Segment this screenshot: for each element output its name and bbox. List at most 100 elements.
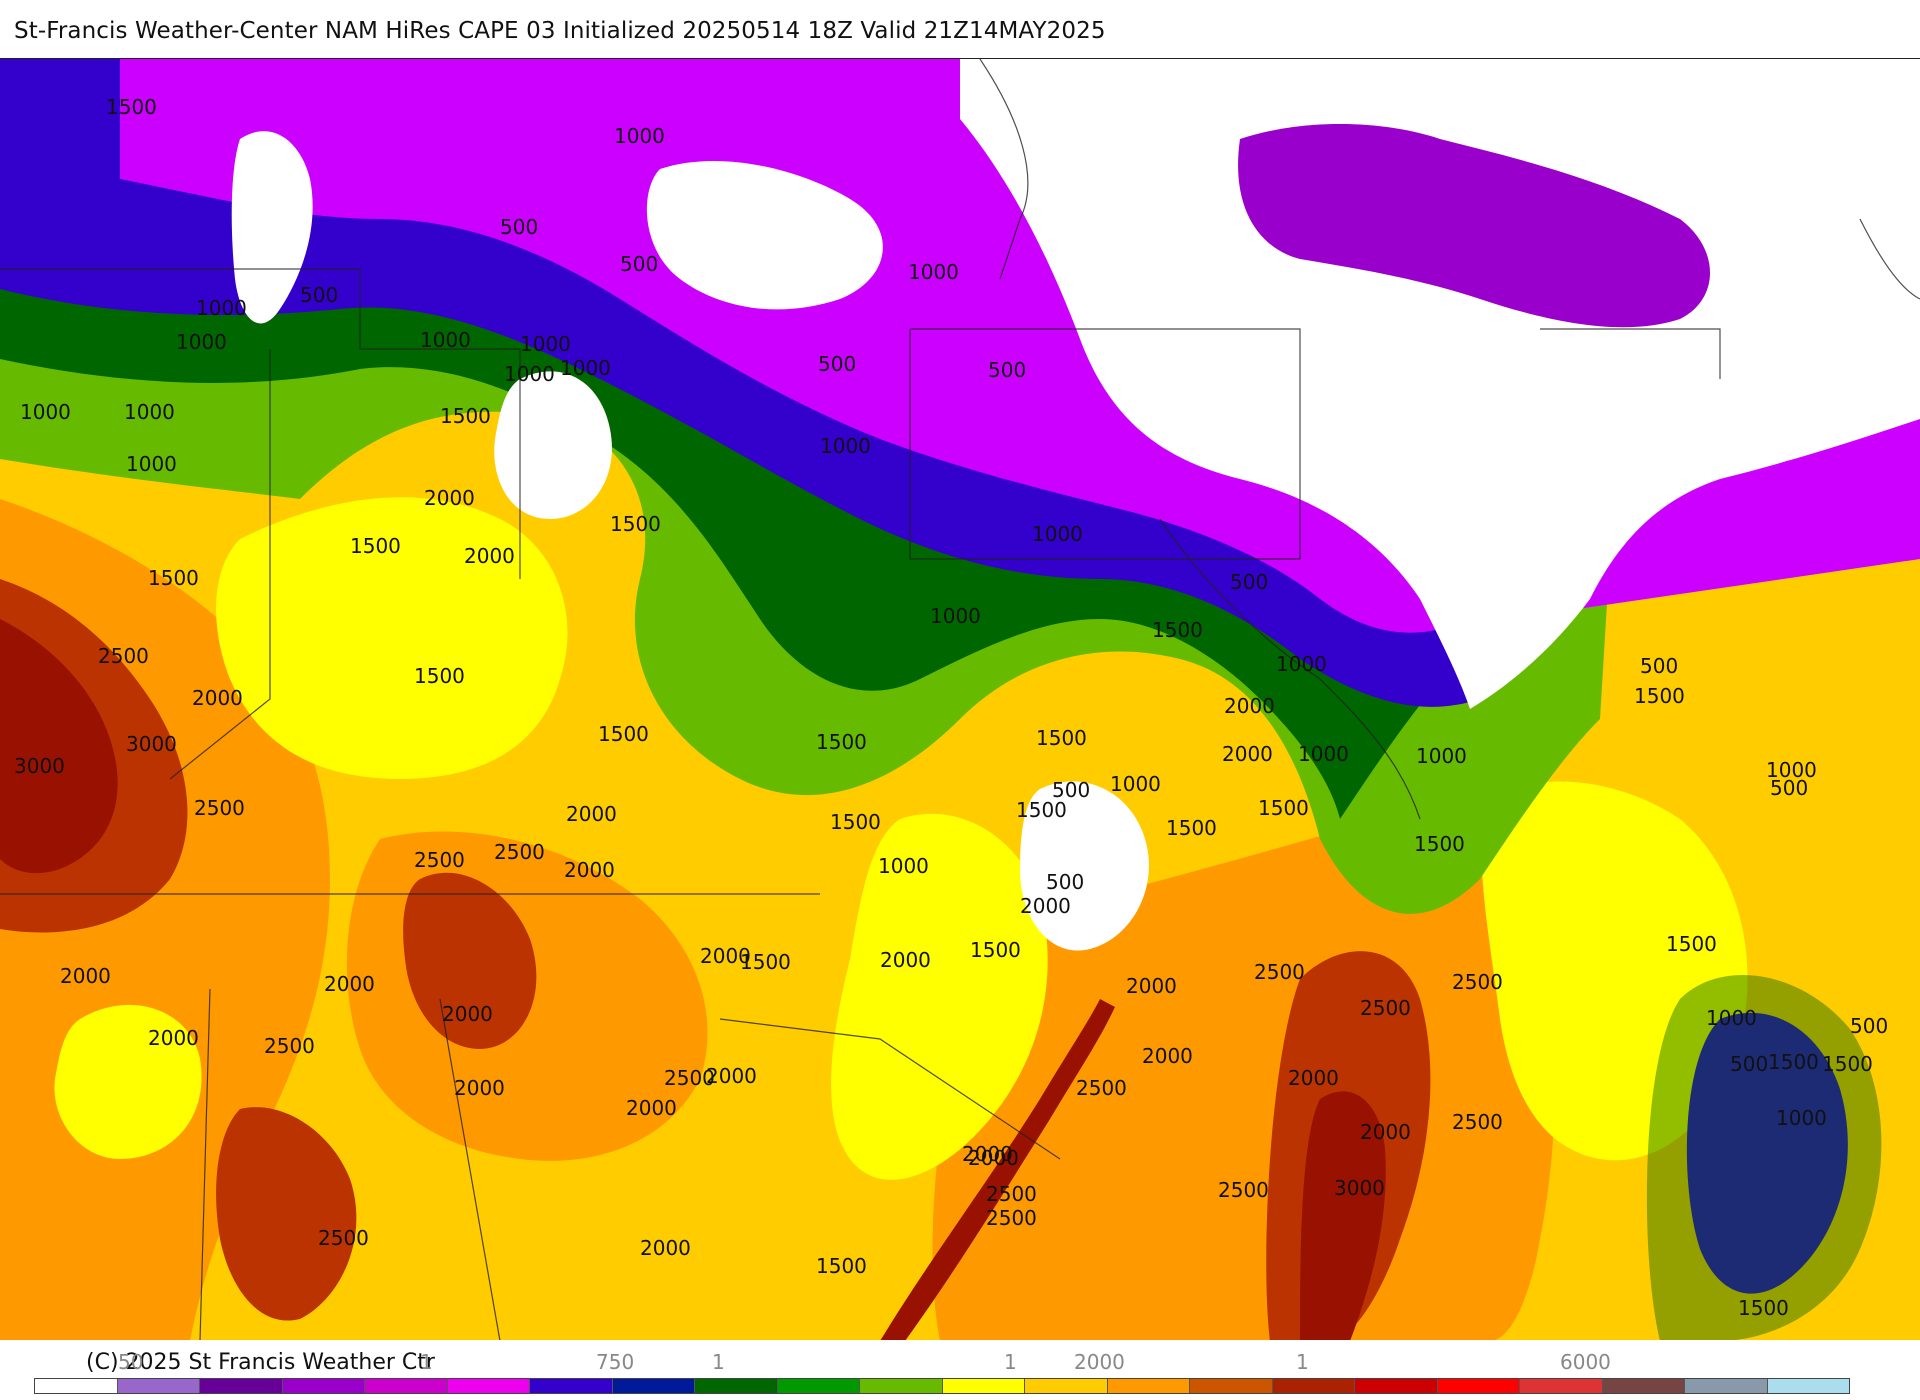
contour-label: 2000 — [706, 1064, 757, 1088]
colorbar-segment — [117, 1379, 200, 1393]
contour-label: 500 — [1230, 570, 1268, 594]
contour-label: 1500 — [1258, 796, 1309, 820]
contour-label: 3000 — [126, 732, 177, 756]
contour-label: 2500 — [1452, 970, 1503, 994]
cape-yellow-region-east — [831, 813, 1048, 1180]
contour-label: 1500 — [1768, 1050, 1819, 1074]
colorbar-segment — [200, 1379, 283, 1393]
contour-label: 3000 — [14, 754, 65, 778]
contour-label: 500 — [500, 215, 538, 239]
colorbar-tick-label: 1 — [1004, 1350, 1017, 1374]
colorbar-segment — [1685, 1379, 1768, 1393]
colorbar-segment — [1355, 1379, 1438, 1393]
contour-label: 1500 — [414, 664, 465, 688]
contour-label: 2000 — [1288, 1066, 1339, 1090]
contour-label: 1000 — [1110, 772, 1161, 796]
contour-label: 2500 — [98, 644, 149, 668]
colorbar-segment — [1190, 1379, 1273, 1393]
colorbar-segment — [282, 1379, 365, 1393]
colorbar-tick-label: 750 — [596, 1350, 635, 1374]
contour-label: 2500 — [986, 1206, 1037, 1230]
contour-label: 2500 — [1254, 960, 1305, 984]
contour-label: 1500 — [350, 534, 401, 558]
colorbar-segment — [365, 1379, 448, 1393]
colorbar-tick-label: 1 — [712, 1350, 725, 1374]
contour-label: 1000 — [504, 362, 555, 386]
colorbar-tick-label: 1 — [1296, 1350, 1309, 1374]
colorbar-segment — [860, 1379, 943, 1393]
contour-label: 500 — [988, 358, 1026, 382]
contour-label: 500 — [1770, 776, 1808, 800]
colorbar-tick-label: 6000 — [1560, 1350, 1611, 1374]
contour-label: 500 — [300, 283, 338, 307]
contour-label: 2000 — [1020, 894, 1071, 918]
map-title: St-Francis Weather-Center NAM HiRes CAPE… — [14, 18, 1106, 44]
contour-label: 2000 — [60, 964, 111, 988]
contour-label: 1500 — [1152, 618, 1203, 642]
colorbar — [34, 1378, 1850, 1394]
contour-label: 2000 — [424, 486, 475, 510]
contour-label: 2000 — [700, 944, 751, 968]
contour-label: 1000 — [878, 854, 929, 878]
colorbar-segment — [695, 1379, 778, 1393]
contour-label: 1000 — [520, 332, 571, 356]
contour-label: 1500 — [1666, 932, 1717, 956]
contour-label: 2000 — [324, 972, 375, 996]
contour-label: 1500 — [1036, 726, 1087, 750]
contour-label: 1500 — [1414, 832, 1465, 856]
contour-label: 2500 — [1076, 1076, 1127, 1100]
contour-label: 500 — [1640, 654, 1678, 678]
cape-dark-red-region-west — [0, 619, 118, 874]
colorbar-segment — [1437, 1379, 1520, 1393]
colorbar-segment — [612, 1379, 695, 1393]
copyright-text: (C) 2025 St Francis Weather Ctr — [86, 1350, 435, 1375]
colorbar-segment — [942, 1379, 1025, 1393]
contour-label: 1500 — [970, 938, 1021, 962]
cape-map: 1500 1000 500 500 500 1000 1000 1000 100… — [0, 58, 1920, 1342]
cape-map-canvas: 1500 1000 500 500 500 1000 1000 1000 100… — [0, 59, 1920, 1341]
colorbar-segment — [1025, 1379, 1108, 1393]
contour-label: 1000 — [196, 296, 247, 320]
colorbar-segment — [1272, 1379, 1355, 1393]
contour-label: 2000 — [148, 1026, 199, 1050]
colorbar-segment — [447, 1379, 530, 1393]
cape-dark-red-region-ocean — [1300, 1091, 1386, 1341]
contour-label: 2500 — [318, 1226, 369, 1250]
contour-label: 1000 — [20, 400, 71, 424]
colorbar-segment — [1107, 1379, 1190, 1393]
contour-label: 2500 — [494, 840, 545, 864]
cape-purple-new-england — [1238, 124, 1710, 328]
cape-yellow-region-southwest — [54, 1004, 202, 1159]
colorbar-segment — [777, 1379, 860, 1393]
contour-label: 1000 — [560, 356, 611, 380]
cape-green-ocean-ring — [1646, 975, 1882, 1341]
contour-label: 2000 — [626, 1096, 677, 1120]
contour-label: 1000 — [1032, 522, 1083, 546]
colorbar-segment — [1520, 1379, 1603, 1393]
contour-label: 1000 — [1298, 742, 1349, 766]
contour-label: 2500 — [414, 848, 465, 872]
contour-label: 500 — [1850, 1014, 1888, 1038]
lake-erie-ontario — [646, 160, 883, 310]
colorbar-tick-label: 1 — [420, 1350, 433, 1374]
contour-label: 1000 — [1276, 652, 1327, 676]
contour-label: 2000 — [1224, 694, 1275, 718]
contour-label: 2000 — [1142, 1044, 1193, 1068]
colorbar-tick-label: 50 — [118, 1350, 144, 1374]
contour-label: 2000 — [640, 1236, 691, 1260]
contour-label: 1500 — [1634, 684, 1685, 708]
colorbar-segment — [530, 1379, 613, 1393]
low-cape-spot-carolina — [1020, 781, 1149, 951]
colorbar-segment — [1767, 1379, 1849, 1393]
contour-label: 1500 — [598, 722, 649, 746]
contour-label: 2000 — [442, 1002, 493, 1026]
contour-label: 1500 — [816, 1254, 867, 1278]
contour-label: 500 — [1052, 778, 1090, 802]
contour-label: 2000 — [192, 686, 243, 710]
cape-blue-ocean-storm — [1686, 1012, 1848, 1294]
state-borders — [0, 59, 1920, 1341]
contour-label: 1500 — [1738, 1296, 1789, 1320]
contour-label: 2500 — [1218, 1178, 1269, 1202]
lake-michigan — [231, 131, 313, 324]
contour-label: 2000 — [1126, 974, 1177, 998]
